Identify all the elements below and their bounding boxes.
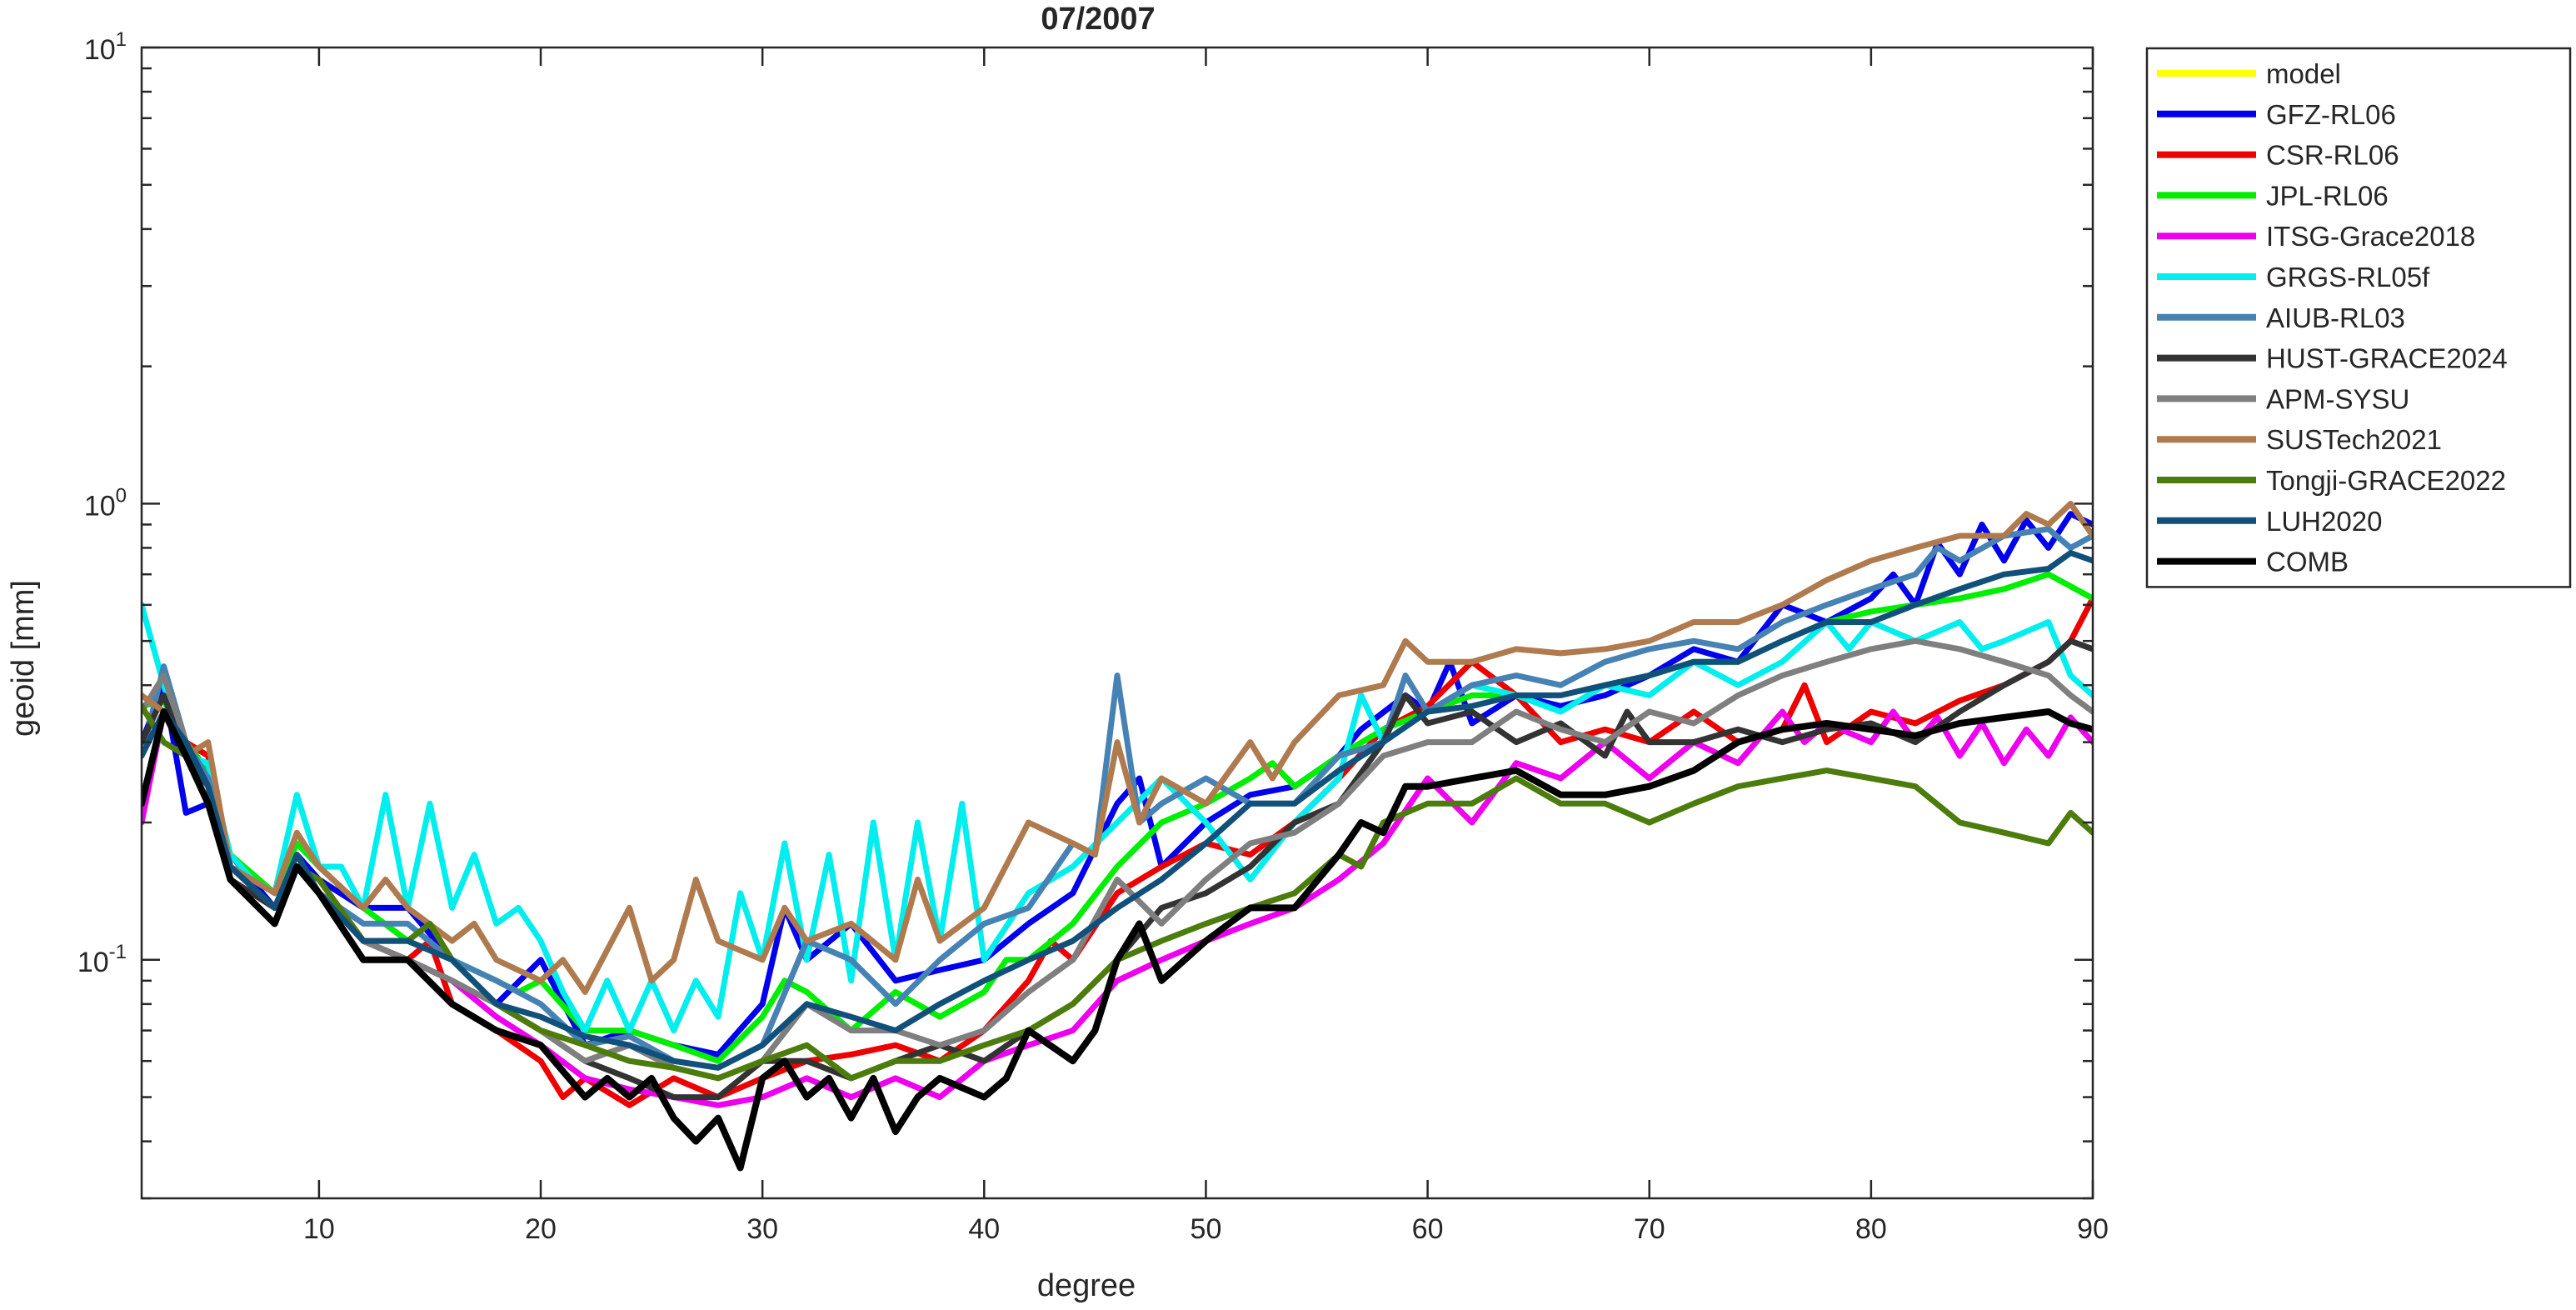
x-tick-label: 90 (2077, 1213, 2109, 1245)
series-line-aiub-rl03 (142, 526, 2093, 1071)
legend: model GFZ-RL06 CSR-RL06 JPL-RL06 ITSG-Grace2… (2145, 47, 2572, 588)
legend-label: Tongji-GRACE2022 (2266, 465, 2506, 496)
x-tick-label: 60 (1412, 1213, 1444, 1245)
series-layer (142, 500, 2093, 1172)
legend-label: CSR-RL06 (2266, 140, 2399, 171)
legend-label: LUH2020 (2266, 506, 2382, 537)
y-tick-base: 10 (84, 34, 116, 66)
y-tick-exponent: 1 (116, 28, 127, 51)
x-tick-label: 80 (1855, 1213, 1887, 1245)
x-tick-label: 20 (525, 1213, 557, 1245)
y-tick-base: 10 (77, 947, 109, 978)
x-tick-label: 10 (303, 1213, 335, 1245)
x-tick-label: 30 (746, 1213, 778, 1245)
x-tick-label: 50 (1191, 1213, 1222, 1245)
y-tick-base: 10 (84, 490, 116, 522)
y-tick-label: 101 (84, 28, 127, 66)
x-axis-label: degree (1037, 1268, 1136, 1303)
y-tick-label: 100 (84, 484, 127, 522)
chart-title: 07/2007 (1041, 2, 1155, 37)
legend-label: GFZ-RL06 (2266, 99, 2396, 130)
series-line-sustech2021 (142, 500, 2093, 995)
legend-label: COMB (2266, 547, 2349, 578)
legend-label: SUSTech2021 (2266, 424, 2442, 455)
x-tick-label: 40 (968, 1213, 1000, 1245)
legend-label: model (2266, 58, 2341, 89)
y-tick-exponent: 0 (116, 484, 127, 507)
series-line-grgs-rl05f (142, 602, 2093, 1034)
series-line-comb (142, 708, 2093, 1172)
legend-label: JPL-RL06 (2266, 180, 2389, 211)
legend-label: GRGS-RL05f (2266, 262, 2430, 292)
legend-label: APM-SYSU (2266, 383, 2409, 414)
series-line-luh2020 (142, 550, 2093, 1071)
x-tick-label: 70 (1634, 1213, 1665, 1245)
legend-label: AIUB-RL03 (2266, 302, 2405, 333)
legend-label: HUST-GRACE2024 (2266, 343, 2508, 374)
y-tick-exponent: -1 (109, 941, 127, 963)
plot-frame (140, 46, 2094, 1200)
legend-label: ITSG-Grace2018 (2266, 221, 2475, 252)
y-tick-label: 10-1 (77, 941, 127, 978)
y-axis-label: geoid [mm] (6, 580, 41, 737)
